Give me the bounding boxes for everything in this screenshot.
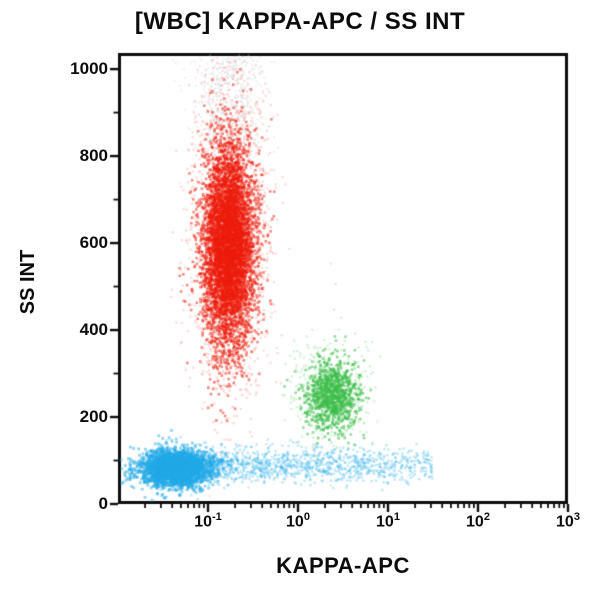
- y-axis-label: SS INT: [17, 249, 39, 315]
- y-tick-1000: 1000: [70, 59, 108, 78]
- x-tick-1e0: 100: [286, 511, 310, 531]
- y-tick-400: 400: [79, 320, 108, 339]
- y-tick-0: 0: [98, 494, 108, 513]
- x-axis-label: KAPPA-APC: [276, 553, 410, 578]
- y-tick-600: 600: [79, 233, 108, 252]
- y-tick-800: 800: [79, 146, 108, 165]
- y-tick-200: 200: [79, 407, 108, 426]
- x-tick-1e1: 101: [376, 511, 400, 531]
- plot-title: [WBC] KAPPA-APC / SS INT: [134, 8, 466, 35]
- x-tick-1e2: 102: [466, 511, 490, 531]
- x-tick-1e-1: 10-1: [194, 511, 222, 531]
- x-tick-1e3: 103: [556, 511, 580, 531]
